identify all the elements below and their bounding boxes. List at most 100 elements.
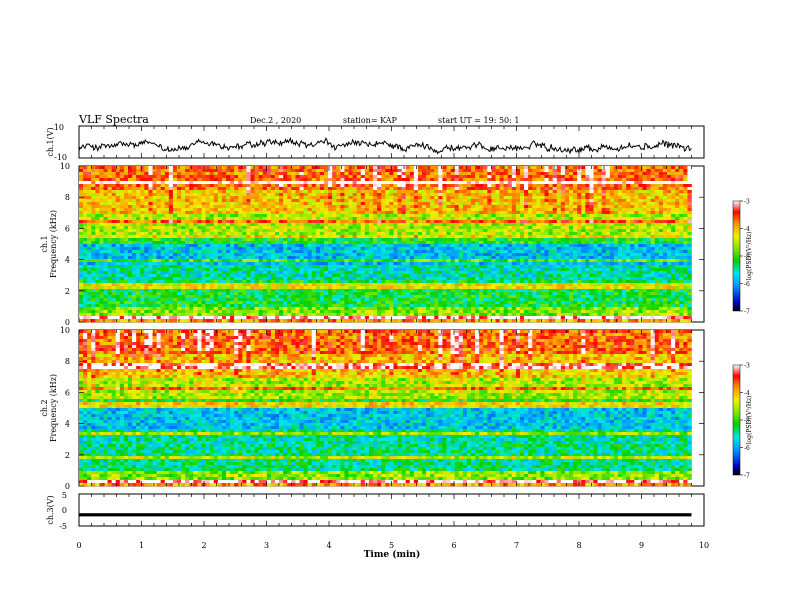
ch1-psd-cell (597, 223, 602, 227)
ch1-psd-cell (618, 217, 623, 221)
ch1-psd-cell (495, 232, 500, 236)
ch1-psd-cell (287, 232, 292, 236)
ch1-psd-cell (589, 250, 594, 254)
ch1-psd-cell (528, 229, 533, 233)
ch1-psd-cell (487, 226, 492, 230)
ch1-psd-cell (687, 196, 692, 200)
ch1-psd-cell (185, 253, 190, 257)
ch1-psd-cell (83, 196, 88, 200)
ch1-psd-cell (609, 175, 615, 179)
ch1-psd-cell (528, 202, 533, 206)
ch1-psd-cell (626, 199, 631, 203)
ch1-psd-cell (479, 193, 484, 197)
ch1-psd-cell (340, 190, 345, 194)
ch1-psd-cell (238, 214, 243, 218)
ch1-psd-cell (475, 232, 480, 236)
ch1-psd-cell (275, 217, 280, 221)
ch1-psd-cell (679, 187, 684, 191)
ch1-psd-cell (471, 175, 476, 179)
ch1-psd-cell (487, 178, 492, 182)
ch1-psd-cell (426, 169, 431, 173)
ch1-psd-cell (177, 172, 182, 176)
ch1-psd-cell (458, 259, 464, 263)
ch1-psd-cell (189, 190, 194, 194)
ch1-psd-cell (422, 208, 427, 212)
ch1-psd-cell (181, 235, 186, 239)
ch1-psd-cell (417, 172, 423, 176)
ch1-psd-cell (181, 166, 186, 170)
ch1-psd-cell (630, 181, 635, 185)
ch1-psd-cell (487, 169, 492, 173)
ch1-psd-cell (287, 187, 292, 191)
ch1-psd-cell (377, 223, 382, 227)
ch1-psd-cell (401, 238, 406, 242)
ch1-psd-cell (401, 247, 406, 251)
ch1-psd-cell (234, 202, 239, 206)
ch1-psd-cell (254, 184, 259, 188)
ch1-psd-cell (136, 241, 141, 245)
ch1-psd-cell (397, 187, 402, 191)
ch1-psd-cell (667, 205, 672, 209)
ch1-psd-cell (613, 259, 619, 263)
ch1-psd-cell (356, 205, 362, 209)
ch1-psd-cell (238, 229, 243, 233)
ch1-psd-cell (426, 259, 431, 263)
ch1-psd-cell (364, 181, 370, 185)
ch1-psd-cell (634, 196, 639, 200)
ch1-psd-cell (332, 256, 337, 260)
ch1-psd-cell (475, 187, 480, 191)
ch1-psd-cell (605, 172, 611, 176)
ch1-psd-cell (597, 202, 602, 206)
ch1-psd-cell (246, 229, 251, 233)
ch1-psd-cell (613, 175, 619, 179)
ch1-psd-cell (434, 214, 439, 218)
ch1-psd-cell (360, 196, 366, 200)
ch1-psd-cell (115, 190, 121, 194)
ch1-psd-cell (152, 235, 157, 239)
ch1-psd-cell (119, 235, 125, 239)
ch1-psd-cell (446, 190, 451, 194)
ch1-psd-cell (540, 187, 545, 191)
ch1-psd-cell (520, 220, 525, 224)
ch1-psd-cell (287, 199, 292, 203)
ch1-psd-cell (360, 193, 366, 197)
ch1-psd-cell (495, 223, 500, 227)
ch1-psd-cell (275, 181, 280, 185)
ch1-psd-cell (401, 184, 406, 188)
ch1-psd-cell (442, 169, 447, 173)
ch1-psd-cell (618, 235, 623, 239)
ch1-psd-cell (515, 205, 521, 209)
ch1-psd-cell (442, 184, 447, 188)
ch1-psd-cell (389, 172, 394, 176)
ch1-psd-cell (475, 184, 480, 188)
ch1-psd-cell (168, 196, 174, 200)
ch1-psd-cell (618, 202, 623, 206)
ch1-psd-cell (683, 175, 688, 179)
ch1-psd-cell (360, 259, 366, 263)
ch1-psd-cell (87, 256, 92, 260)
ch1-psd-cell (279, 178, 284, 182)
ch1-psd-cell (597, 193, 602, 197)
ch1-psd-cell (283, 226, 288, 230)
ch1-psd-cell (140, 253, 145, 257)
ch1-psd-cell (642, 247, 647, 251)
ch1-psd-cell (650, 190, 656, 194)
ch1-psd-cell (389, 214, 394, 218)
ch1-psd-cell (409, 211, 415, 215)
ch1-psd-cell (434, 181, 439, 185)
ch1-psd-cell (91, 217, 96, 221)
ch1-psd-cell (152, 169, 157, 173)
ch1-psd-cell (303, 238, 308, 242)
ch1-psd-cell (422, 253, 427, 257)
ch1-psd-cell (495, 181, 500, 185)
ch1-psd-cell (291, 175, 296, 179)
ch1-psd-cell (348, 217, 353, 221)
ch1-psd-cell (156, 175, 161, 179)
ch1-psd-cell (115, 250, 121, 254)
ch1-psd-cell (556, 193, 562, 197)
ch1-psd-cell (679, 232, 684, 236)
ch1-psd-cell (213, 214, 219, 218)
ch1-psd-cell (79, 166, 84, 170)
ch1-psd-cell (426, 235, 431, 239)
ch1-psd-cell (556, 214, 562, 218)
